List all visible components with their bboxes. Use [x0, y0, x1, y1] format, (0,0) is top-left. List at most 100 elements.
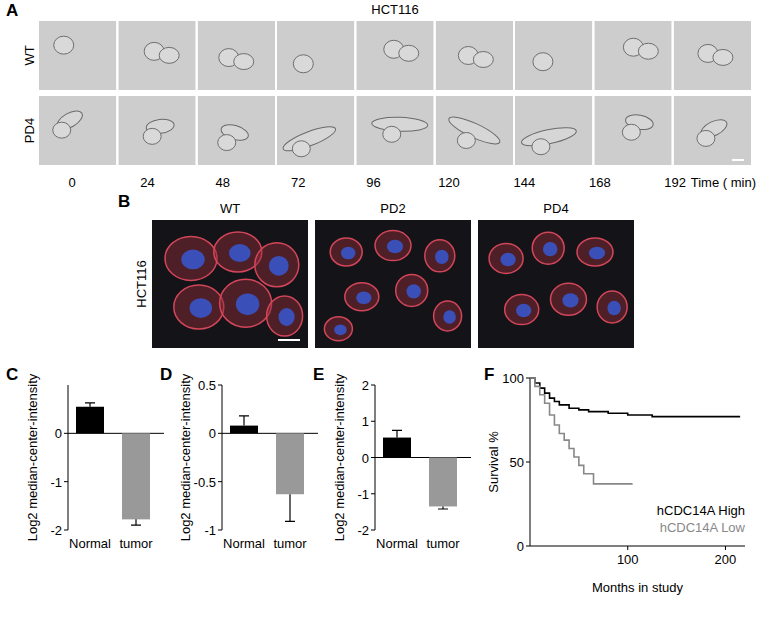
- frame: [39, 96, 116, 165]
- bar: [276, 433, 304, 494]
- frame: [198, 96, 275, 165]
- frame: [436, 21, 513, 90]
- survival-curve: [530, 378, 740, 417]
- cell: [234, 54, 254, 70]
- micrograph: [198, 96, 275, 165]
- cell: [457, 133, 475, 149]
- cell: [293, 55, 313, 73]
- micrograph: [356, 96, 433, 165]
- y-tick-label: 100: [502, 371, 524, 386]
- error-bar: [285, 494, 295, 521]
- y-tick: [218, 433, 222, 434]
- micrograph: [118, 96, 195, 165]
- y-tick: [371, 457, 375, 458]
- frame: [515, 96, 592, 165]
- nucleus: [407, 284, 421, 298]
- time-label: 168: [589, 175, 611, 190]
- micrograph: [594, 96, 671, 165]
- time-label: 72: [291, 175, 305, 190]
- plot-area: [230, 416, 304, 521]
- frame: [39, 21, 116, 90]
- y-tick: [371, 493, 375, 494]
- y-axis: [68, 385, 69, 530]
- panel-label: A: [6, 1, 18, 20]
- cell: [375, 231, 411, 261]
- cell: [597, 291, 627, 323]
- y-axis: [222, 385, 223, 530]
- cell: [577, 238, 613, 266]
- y-tick: [371, 421, 375, 422]
- error-bar: [131, 519, 141, 525]
- row-label: WT: [22, 45, 37, 65]
- panel-label: E: [313, 365, 324, 384]
- x-tick-label: tumor: [119, 536, 153, 551]
- nucleus: [516, 304, 531, 318]
- time-label: 144: [514, 175, 536, 190]
- cell: [489, 243, 523, 273]
- nucleus: [181, 250, 204, 270]
- frame: [277, 96, 354, 165]
- nucleus: [435, 250, 449, 264]
- nucleus: [334, 324, 347, 335]
- y-axis-label: Survival %: [486, 431, 501, 493]
- micrograph: [277, 96, 354, 165]
- x-tick-label: tumor: [273, 536, 307, 551]
- cell: [255, 243, 299, 287]
- time-label: 48: [216, 175, 230, 190]
- figure: ABCDEFHCT116WTPD4024487296120144168192Ti…: [0, 0, 762, 621]
- cell: [396, 274, 428, 306]
- row-label: HCT116: [134, 260, 149, 307]
- frame: [515, 21, 592, 90]
- micrograph: [198, 21, 275, 90]
- micrograph: [39, 96, 116, 165]
- y-tick-label: 0: [362, 451, 369, 466]
- micrograph: [674, 96, 751, 165]
- x-tick-label: 100: [617, 552, 639, 567]
- cell: [532, 139, 550, 155]
- micrograph: [356, 21, 433, 90]
- panel-label: D: [160, 365, 172, 384]
- cell: [473, 52, 493, 68]
- micrograph: [594, 21, 671, 90]
- survival-curve: [530, 378, 633, 484]
- nucleus: [341, 247, 355, 260]
- error-bar: [392, 430, 402, 437]
- nucleus: [190, 298, 213, 318]
- x-axis: [530, 546, 745, 547]
- error-bar: [438, 506, 448, 509]
- cell: [446, 112, 503, 148]
- x-tick: [627, 546, 628, 550]
- cell: [330, 238, 362, 266]
- frame: [118, 21, 195, 90]
- panel-label: B: [118, 192, 130, 211]
- y-tick: [526, 462, 530, 463]
- x-tick-label: tumor: [426, 536, 460, 551]
- y-tick: [64, 530, 68, 531]
- panel-label: F: [484, 365, 494, 384]
- frame: [277, 21, 354, 90]
- time-axis-label: Time ( min): [691, 175, 756, 190]
- nucleus: [356, 292, 371, 305]
- y-tick: [526, 546, 530, 547]
- bar: [230, 426, 258, 434]
- y-tick-label: -1: [204, 523, 216, 538]
- y-tick-label: 0: [209, 426, 216, 441]
- y-tick: [526, 378, 530, 379]
- cell: [622, 124, 640, 140]
- y-tick: [371, 385, 375, 386]
- nucleus: [387, 240, 403, 254]
- scale-bar: [732, 159, 744, 161]
- panel-title: HCT116: [371, 2, 418, 17]
- y-tick: [218, 530, 222, 531]
- cell: [174, 285, 224, 329]
- y-axis-label: Log2 median-center-intensity: [178, 373, 193, 541]
- frame: [674, 21, 751, 90]
- cell: [159, 47, 179, 63]
- x-tick-label: Normal: [223, 536, 265, 551]
- error-bar: [85, 403, 95, 407]
- cell: [532, 232, 564, 264]
- nucleus: [500, 253, 515, 267]
- nucleus: [589, 247, 605, 260]
- time-label: 96: [366, 175, 380, 190]
- bar: [383, 438, 411, 458]
